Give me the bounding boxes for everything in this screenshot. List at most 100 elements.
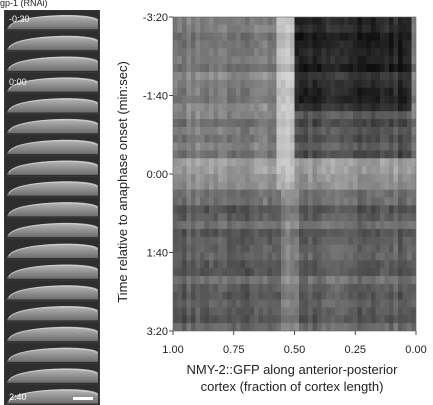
strip-cortex bbox=[8, 15, 98, 28]
heatmap-cell bbox=[200, 197, 205, 206]
heatmap-cell bbox=[186, 299, 192, 308]
heatmap-cell bbox=[281, 228, 286, 238]
heatmap-cell bbox=[357, 244, 363, 253]
heatmap-cell bbox=[191, 71, 196, 81]
heatmap-cell bbox=[258, 244, 264, 253]
heatmap-cell bbox=[258, 24, 264, 34]
heatmap-cell bbox=[186, 174, 192, 183]
heatmap-cell bbox=[191, 221, 196, 230]
heatmap-cell bbox=[317, 134, 322, 143]
heatmap-cell bbox=[245, 32, 250, 41]
heatmap-cell bbox=[294, 268, 300, 277]
heatmap-cell bbox=[222, 323, 228, 331]
heatmap-cell bbox=[209, 71, 214, 81]
heatmap-cell bbox=[344, 236, 349, 246]
heatmap-cell bbox=[258, 64, 264, 73]
heatmap-cell bbox=[402, 95, 408, 104]
heatmap-cell bbox=[240, 283, 246, 293]
heatmap-cell bbox=[375, 95, 381, 104]
heatmap-cell bbox=[335, 24, 340, 34]
heatmap-cell bbox=[402, 174, 408, 183]
heatmap-cell bbox=[362, 323, 367, 331]
heatmap-cell bbox=[231, 283, 237, 293]
heatmap-cell bbox=[330, 236, 336, 246]
heatmap-cell bbox=[339, 291, 345, 300]
heatmap-cell bbox=[375, 283, 381, 293]
heatmap-cell bbox=[308, 79, 313, 89]
heatmap-cell bbox=[375, 134, 381, 143]
heatmap-cell bbox=[195, 181, 201, 191]
heatmap-cell bbox=[222, 213, 228, 222]
heatmap-cell bbox=[335, 181, 340, 191]
strip-frame bbox=[5, 135, 99, 156]
heatmap-cell bbox=[398, 205, 403, 214]
heatmap-cell bbox=[362, 56, 367, 65]
heatmap-cell bbox=[290, 119, 295, 128]
heatmap-cell bbox=[344, 228, 349, 238]
heatmap-cell bbox=[330, 95, 336, 104]
heatmap-cell bbox=[357, 150, 363, 159]
heatmap-cell bbox=[398, 48, 403, 57]
heatmap-cell bbox=[186, 268, 192, 277]
heatmap-cell bbox=[240, 291, 246, 300]
heatmap-cell bbox=[375, 48, 381, 57]
heatmap-cell bbox=[290, 24, 295, 34]
heatmap-cell bbox=[200, 87, 205, 96]
heatmap-cell bbox=[411, 134, 416, 143]
heatmap-cell bbox=[407, 260, 412, 269]
heatmap-cell bbox=[335, 205, 340, 214]
heatmap-cell bbox=[281, 119, 286, 128]
heatmap-cell bbox=[258, 315, 264, 324]
heatmap-cell bbox=[254, 64, 259, 73]
heatmap-cell bbox=[200, 150, 205, 159]
heatmap-cell bbox=[411, 244, 416, 253]
heatmap-cell bbox=[375, 299, 381, 308]
heatmap-cell bbox=[362, 87, 367, 96]
heatmap-cell bbox=[339, 17, 345, 26]
heatmap-cell bbox=[182, 158, 187, 167]
heatmap-cell bbox=[371, 166, 376, 175]
heatmap-cell bbox=[231, 95, 237, 104]
heatmap-cell bbox=[177, 283, 183, 293]
heatmap-cell bbox=[389, 228, 394, 238]
heatmap-cell bbox=[303, 56, 309, 65]
heatmap-cell bbox=[353, 244, 358, 253]
heatmap-cell bbox=[240, 48, 246, 57]
heatmap-cell bbox=[344, 189, 349, 198]
heatmap-cell bbox=[218, 323, 223, 331]
heatmap-cell bbox=[281, 79, 286, 89]
heatmap-cell bbox=[213, 205, 219, 214]
heatmap-cell bbox=[344, 307, 349, 316]
heatmap-cell bbox=[254, 205, 259, 214]
heatmap-cell bbox=[299, 95, 304, 104]
heatmap-cell bbox=[366, 56, 372, 65]
heatmap-cell bbox=[213, 64, 219, 73]
heatmap-cell bbox=[267, 236, 273, 246]
heatmap-cell bbox=[222, 150, 228, 159]
heatmap-cell bbox=[321, 189, 327, 198]
heatmap-cell bbox=[380, 174, 385, 183]
heatmap-cell bbox=[267, 150, 273, 159]
heatmap-cell bbox=[317, 79, 322, 89]
heatmap-cell bbox=[281, 268, 286, 277]
heatmap-cell bbox=[227, 213, 232, 222]
heatmap-cell bbox=[245, 228, 250, 238]
heatmap-cell bbox=[182, 315, 187, 324]
heatmap-cell bbox=[380, 166, 385, 175]
heatmap-cell bbox=[398, 221, 403, 230]
heatmap-cell bbox=[389, 111, 394, 120]
heatmap-cell bbox=[236, 126, 241, 136]
heatmap-cell bbox=[254, 40, 259, 49]
heatmap-cell bbox=[267, 166, 273, 175]
heatmap-cell bbox=[186, 17, 192, 26]
heatmap-cell bbox=[299, 244, 304, 253]
heatmap-cell bbox=[285, 111, 291, 120]
heatmap-cell bbox=[276, 64, 282, 73]
heatmap-cell bbox=[407, 134, 412, 143]
heatmap-cell bbox=[200, 189, 205, 198]
heatmap-cell bbox=[236, 244, 241, 253]
heatmap-cell bbox=[272, 95, 277, 104]
heatmap-cell bbox=[393, 283, 399, 293]
heatmap-cell bbox=[177, 119, 183, 128]
heatmap-cell bbox=[303, 40, 309, 49]
